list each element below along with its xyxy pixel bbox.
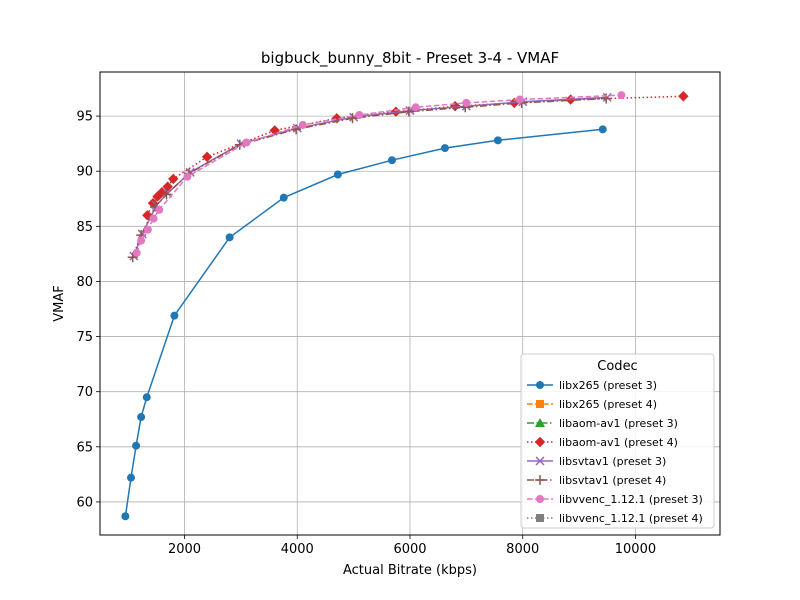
data-point — [355, 110, 364, 119]
data-point — [291, 124, 302, 135]
grid — [100, 72, 720, 535]
data-point — [121, 512, 130, 521]
legend-marker — [535, 418, 545, 427]
legend-marker — [536, 381, 544, 389]
legend-label: libvvenc_1.12.1 (preset 3) — [559, 493, 703, 506]
data-point — [298, 120, 307, 129]
x-tick-label: 4000 — [281, 542, 314, 557]
data-point — [132, 441, 141, 450]
legend-entry: libsvtav1 (preset 4) — [527, 474, 666, 487]
y-tick-label: 75 — [76, 330, 93, 345]
x-tick-label: 10000 — [615, 542, 656, 557]
data-point — [201, 151, 213, 163]
legend-label: libx265 (preset 4) — [559, 398, 657, 411]
x-tick-label: 8000 — [506, 542, 539, 557]
data-point — [515, 95, 524, 104]
legend-title: Codec — [597, 359, 637, 374]
data-point — [403, 106, 414, 117]
legend-marker — [535, 456, 545, 466]
data-point — [411, 103, 420, 112]
series-6 — [132, 91, 626, 257]
data-point — [242, 138, 251, 147]
x-tick-label: 2000 — [168, 542, 201, 557]
data-point — [678, 91, 689, 102]
data-point — [142, 393, 151, 402]
data-point — [602, 92, 612, 102]
data-point — [387, 156, 396, 165]
legend-marker — [534, 436, 546, 448]
legend-label: libsvtav1 (preset 4) — [559, 474, 666, 487]
legend-marker — [536, 495, 544, 503]
y-tick-label: 85 — [76, 220, 93, 235]
legend-box — [520, 353, 715, 529]
data-point — [143, 225, 152, 234]
series-layer — [121, 91, 689, 521]
data-point — [440, 144, 449, 153]
data-point — [183, 172, 192, 181]
legend-label: libaom-av1 (preset 4) — [559, 436, 678, 449]
x-axis-label: Actual Bitrate (kbps) — [343, 563, 477, 578]
axis-ticks: 2000 4000 6000 8000 10000 60 65 70 75 80 85 90 95 — [76, 110, 656, 557]
data-point — [137, 236, 146, 245]
legend-marker — [535, 475, 545, 485]
y-tick-label: 80 — [76, 275, 93, 290]
y-tick-label: 60 — [76, 495, 93, 510]
data-point — [149, 214, 158, 223]
data-point — [462, 98, 471, 107]
data-point — [449, 100, 461, 112]
data-point — [347, 113, 358, 124]
data-point — [132, 248, 141, 257]
y-tick-label: 95 — [76, 110, 93, 125]
legend-entry: libvvenc_1.12.1 (preset 4) — [527, 512, 703, 525]
chart-title: bigbuck_bunny_8bit - Preset 3-4 - VMAF — [261, 49, 559, 68]
data-point — [617, 91, 626, 100]
data-point — [279, 193, 288, 202]
legend-entry: libaom-av1 (preset 3) — [527, 417, 678, 430]
data-point — [333, 170, 342, 179]
data-point — [127, 473, 135, 482]
data-point — [137, 413, 146, 422]
legend-label: libx265 (preset 3) — [559, 379, 657, 392]
data-point — [127, 252, 138, 263]
data-point — [170, 311, 179, 320]
series-line — [131, 97, 607, 258]
y-tick-label: 65 — [76, 440, 93, 455]
legend-entry: libvvenc_1.12.1 (preset 3) — [527, 493, 703, 506]
y-axis-label: VMAF — [52, 285, 67, 321]
legend-label: libaom-av1 (preset 3) — [559, 417, 678, 430]
x-tick-label: 6000 — [393, 542, 426, 557]
legend-marker — [536, 400, 544, 408]
data-point — [161, 189, 172, 200]
data-point — [162, 181, 173, 192]
data-point — [155, 205, 164, 214]
legend-label: libvvenc_1.12.1 (preset 4) — [559, 512, 703, 525]
data-point — [168, 173, 179, 185]
legend: Codec libx265 (preset 3) libx265 (preset 4… — [520, 353, 715, 529]
y-tick-label: 90 — [76, 165, 93, 180]
legend-entry: libaom-av1 (preset 4) — [527, 436, 678, 449]
legend-entry: libx265 (preset 4) — [527, 398, 657, 411]
legend-entry: libx265 (preset 3) — [527, 379, 657, 392]
legend-entry: libsvtav1 (preset 3) — [527, 455, 666, 468]
series-0 — [121, 125, 607, 521]
legend-marker — [536, 514, 544, 522]
legend-label: libsvtav1 (preset 3) — [559, 455, 666, 468]
data-point — [225, 233, 234, 242]
y-tick-label: 70 — [76, 385, 93, 400]
data-point — [598, 125, 607, 134]
data-point — [493, 136, 502, 145]
